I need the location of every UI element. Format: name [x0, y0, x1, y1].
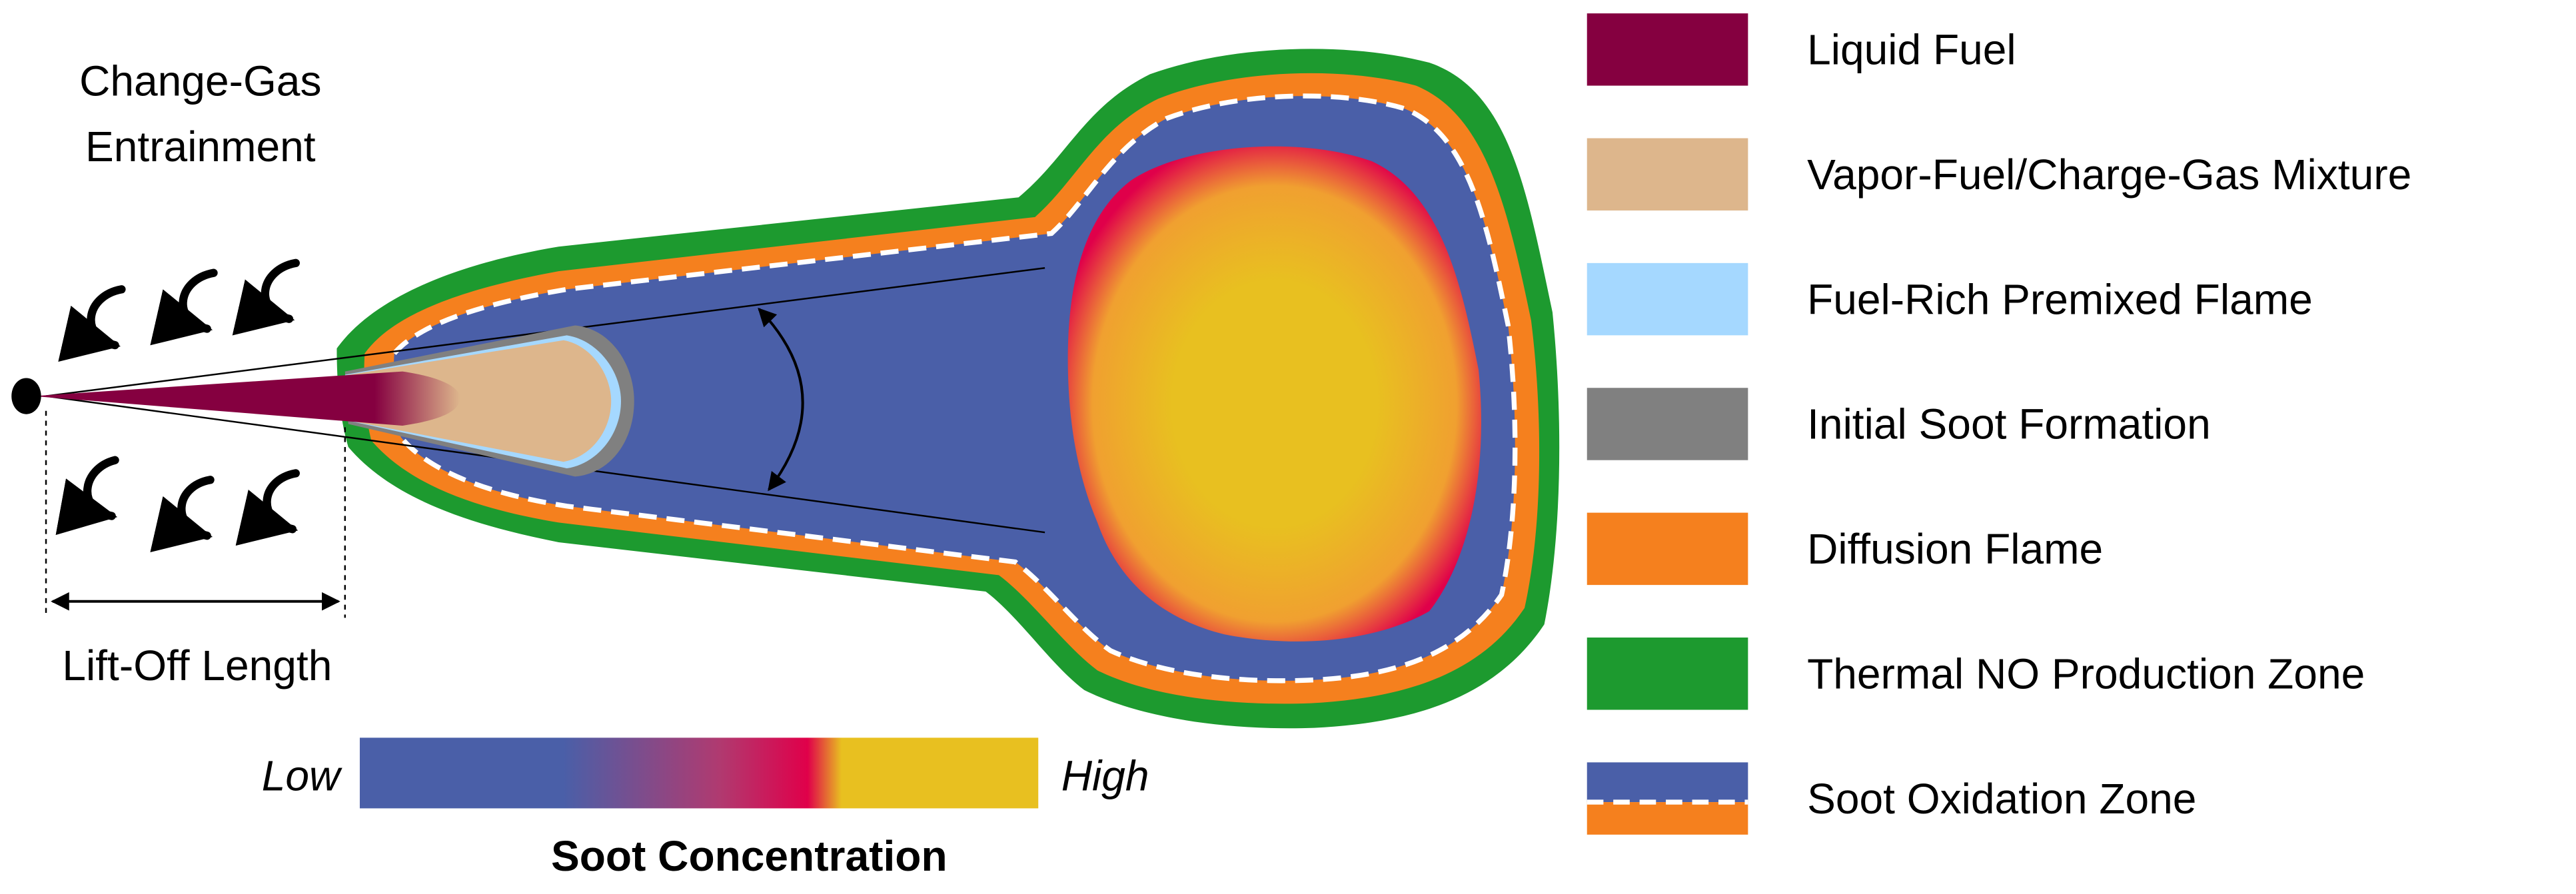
- legend-swatch-oxidation: [1587, 762, 1748, 803]
- colorbar-low-label: Low: [262, 751, 342, 799]
- legend-label: Fuel-Rich Premixed Flame: [1807, 275, 2313, 323]
- entrainment-arrow-icon: [150, 476, 215, 552]
- soot-oxidation-dash: [392, 93, 1518, 683]
- injector-nozzle: [11, 378, 41, 414]
- spread-angle-arc: [758, 307, 804, 492]
- legend-label: Vapor-Fuel/Charge-Gas Mixture: [1807, 151, 2411, 199]
- legend-swatch-diffusion-edge: [1587, 802, 1748, 835]
- legend-item: Thermal NO Production Zone: [1587, 638, 2365, 710]
- legend-label: Initial Soot Formation: [1807, 400, 2211, 448]
- legend-swatch: [1587, 138, 1748, 211]
- legend-item: Initial Soot Formation: [1587, 388, 2211, 460]
- legend-item: Vapor-Fuel/Charge-Gas Mixture: [1587, 138, 2411, 211]
- entrainment-arrow-icon: [232, 258, 300, 336]
- legend-label: Thermal NO Production Zone: [1807, 650, 2365, 697]
- legend: Liquid Fuel Vapor-Fuel/Charge-Gas Mixture…: [1587, 13, 2411, 835]
- colorbar-high-label: High: [1061, 751, 1149, 799]
- legend-swatch: [1587, 262, 1748, 336]
- legend-swatch: [1587, 512, 1748, 586]
- legend-swatch: [1587, 388, 1748, 460]
- vapor-fuel-mixture: [328, 340, 612, 462]
- legend-label: Liquid Fuel: [1807, 26, 2016, 74]
- liquid-fuel-core: [33, 371, 460, 426]
- legend-item: Diffusion Flame: [1587, 512, 2103, 586]
- entrainment-arrow-icon: [235, 469, 300, 546]
- legend-swatch: [1587, 638, 1748, 710]
- entrainment-arrow-icon: [55, 456, 119, 536]
- liftoff-dimension: [45, 410, 346, 618]
- legend-label: Soot Oxidation Zone: [1807, 775, 2196, 823]
- spray-plume: [11, 49, 1560, 729]
- legend-swatch: [1587, 13, 1748, 86]
- entrainment-label-line1: Change-Gas: [79, 57, 321, 105]
- colorbar-title: Soot Concentration: [551, 832, 948, 880]
- entrainment-label-line2: Entrainment: [85, 123, 316, 171]
- soot-head-region: [1067, 146, 1481, 642]
- legend-item: Liquid Fuel: [1587, 13, 2016, 86]
- entrainment-arrow-icon: [58, 285, 126, 362]
- entrainment-arrows: [55, 258, 300, 552]
- colorbar-gradient: [359, 737, 1039, 809]
- entrainment-arrow-icon: [150, 268, 218, 346]
- legend-item: Soot Oxidation Zone: [1587, 762, 2196, 835]
- soot-colorbar: Low High Soot Concentration: [262, 737, 1149, 880]
- liftoff-label: Lift-Off Length: [62, 642, 332, 689]
- legend-label: Diffusion Flame: [1807, 525, 2103, 573]
- legend-item: Fuel-Rich Premixed Flame: [1587, 262, 2313, 336]
